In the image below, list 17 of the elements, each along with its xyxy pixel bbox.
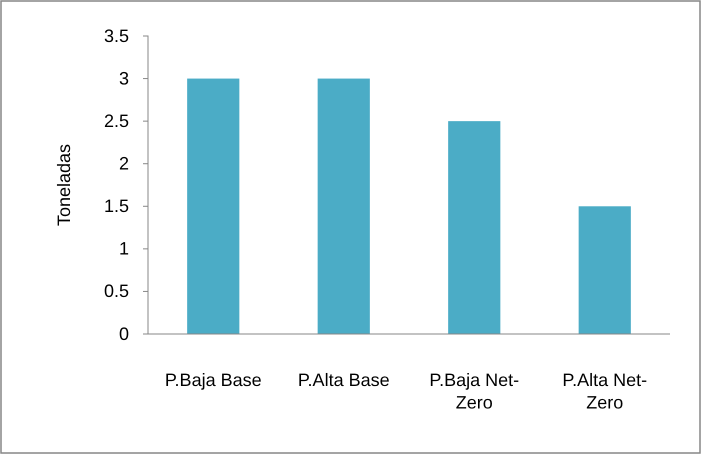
bar bbox=[448, 121, 500, 334]
bar bbox=[187, 78, 240, 334]
y-tick-label: 3.5 bbox=[104, 26, 129, 46]
y-tick-label: 0.5 bbox=[104, 281, 129, 302]
y-tick-label: 2 bbox=[118, 153, 129, 174]
bar bbox=[578, 206, 631, 334]
y-tick-label: 2.5 bbox=[104, 110, 129, 131]
y-tick-label: 3 bbox=[118, 68, 129, 88]
y-axis-title: Toneladas bbox=[54, 144, 74, 226]
x-tick-label: P.Baja Net-Zero bbox=[429, 370, 520, 412]
x-tick-label: P.Alta Base bbox=[298, 370, 390, 390]
y-tick-label: 0 bbox=[118, 324, 129, 344]
bar bbox=[318, 78, 370, 334]
x-tick-label: P.Baja Base bbox=[164, 370, 262, 390]
y-tick-label: 1 bbox=[118, 238, 129, 259]
y-tick-label: 1.5 bbox=[104, 196, 129, 216]
x-tick-label: P.Alta Net-Zero bbox=[562, 370, 648, 412]
